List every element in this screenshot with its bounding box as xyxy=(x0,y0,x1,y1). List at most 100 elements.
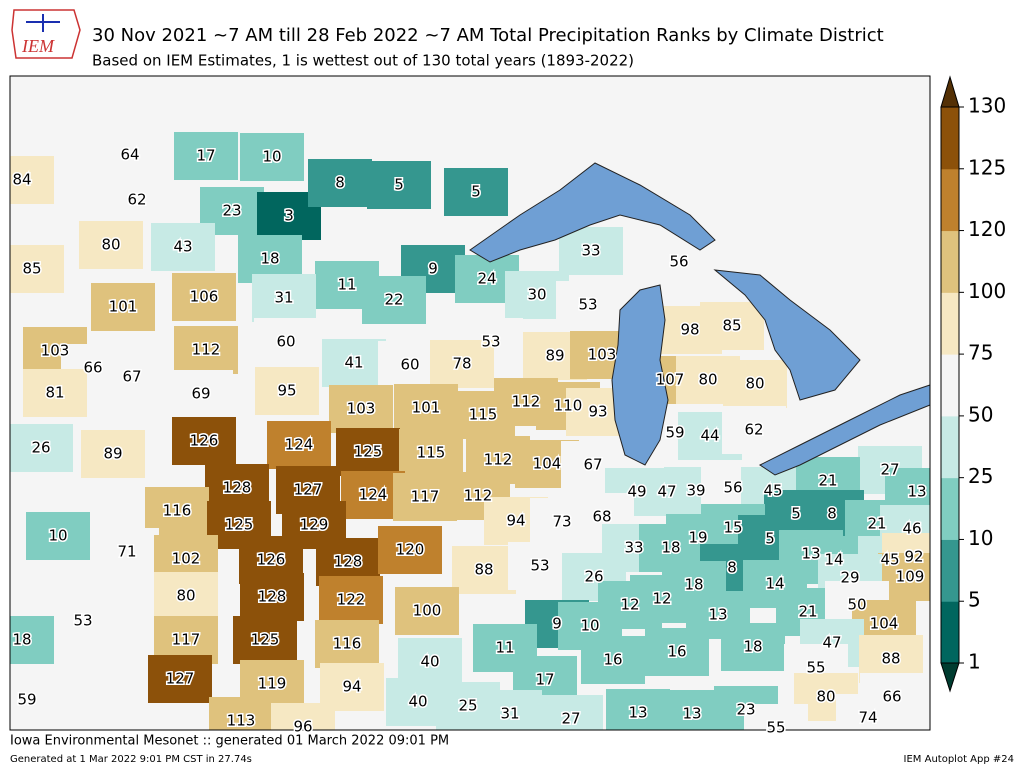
district xyxy=(478,690,542,730)
district-rank: 85 xyxy=(22,260,41,278)
district-rank: 46 xyxy=(902,520,921,538)
district xyxy=(23,369,87,417)
district xyxy=(444,168,508,216)
district-rank: 25 xyxy=(458,697,477,715)
district xyxy=(336,428,400,476)
district-rank: 81 xyxy=(45,384,64,402)
district-rank: 68 xyxy=(592,508,611,526)
district-rank: 13 xyxy=(708,606,727,624)
district xyxy=(556,281,620,329)
district-rank: 45 xyxy=(880,551,899,569)
district-rank: 124 xyxy=(359,486,388,504)
district-rank: 49 xyxy=(627,483,646,501)
district-rank: 24 xyxy=(477,270,496,288)
district-rank: 22 xyxy=(384,291,403,309)
district-rank: 5 xyxy=(471,183,481,201)
district-rank: 16 xyxy=(667,643,686,661)
district xyxy=(723,360,787,408)
district xyxy=(394,384,458,432)
district xyxy=(81,430,145,478)
district-rank: 117 xyxy=(172,631,201,649)
district-rank: 71 xyxy=(117,543,136,561)
footer-generated: Generated at 1 Mar 2022 9:01 PM CST in 2… xyxy=(10,754,252,765)
colorbar-segment xyxy=(941,292,959,355)
district-rank: 60 xyxy=(400,356,419,374)
district-rank: 50 xyxy=(847,596,866,614)
district xyxy=(240,133,304,181)
district xyxy=(630,575,694,623)
district-rank: 13 xyxy=(907,483,926,501)
subtitle: Based on IEM Estimates, 1 is wettest out… xyxy=(92,52,634,70)
district-rank: 3 xyxy=(284,207,294,225)
district xyxy=(315,620,379,668)
district-rank: 5 xyxy=(765,530,775,548)
district-rank: 73 xyxy=(552,513,571,531)
colorbar-segment xyxy=(941,230,959,293)
district-rank: 80 xyxy=(176,587,195,605)
colorbar-tick-label: 25 xyxy=(968,464,993,488)
district xyxy=(252,274,316,322)
district-rank: 101 xyxy=(109,298,138,316)
district-rank: 67 xyxy=(583,456,602,474)
district-rank: 84 xyxy=(12,171,31,189)
district xyxy=(154,572,218,620)
district-rank: 101 xyxy=(412,399,441,417)
district xyxy=(151,223,215,271)
district-rank: 128 xyxy=(334,553,363,571)
district-rank: 8 xyxy=(335,174,345,192)
district-rank: 27 xyxy=(561,710,580,728)
colorbar-segment xyxy=(941,168,959,232)
district-rank: 117 xyxy=(411,488,440,506)
district xyxy=(98,131,162,179)
district-rank: 15 xyxy=(723,519,742,537)
district-rank: 40 xyxy=(420,653,439,671)
district-rank: 11 xyxy=(337,276,356,294)
district-rank: 18 xyxy=(661,539,680,557)
district xyxy=(100,353,164,401)
footer-right: IEM Autoplot App #24 xyxy=(904,754,1014,765)
district-rank: 13 xyxy=(682,705,701,723)
district-rank: 16 xyxy=(603,651,622,669)
district xyxy=(329,385,393,433)
colorbar-tick-label: 5 xyxy=(968,588,981,612)
district xyxy=(169,370,233,418)
colorbar-tick-label: 1 xyxy=(968,650,981,674)
district xyxy=(51,597,115,645)
district-rank: 80 xyxy=(816,688,835,706)
district-rank: 125 xyxy=(225,516,254,534)
district-rank: 103 xyxy=(41,342,70,360)
district-rank: 14 xyxy=(824,551,843,569)
lake-superior xyxy=(469,162,716,263)
colorbar-segment xyxy=(941,601,959,664)
district-rank: 104 xyxy=(533,455,562,473)
district-rank: 33 xyxy=(581,242,600,260)
district xyxy=(367,161,431,209)
district-rank: 17 xyxy=(196,147,215,165)
district-rank: 66 xyxy=(882,688,901,706)
district-rank: 60 xyxy=(276,333,295,351)
district xyxy=(254,318,318,366)
district xyxy=(255,367,319,415)
district-rank: 44 xyxy=(700,427,719,445)
district-rank: 12 xyxy=(652,590,671,608)
district-rank: 11 xyxy=(495,639,514,657)
district xyxy=(79,221,143,269)
district-rank: 18 xyxy=(260,250,279,268)
colorbar-tick-label: 10 xyxy=(968,526,993,550)
district-rank: 94 xyxy=(506,512,525,530)
district-rank: 53 xyxy=(578,296,597,314)
district-rank: 89 xyxy=(103,445,122,463)
colorbar-tick-label: 100 xyxy=(968,279,1006,303)
district-rank: 116 xyxy=(333,635,362,653)
district xyxy=(174,132,238,180)
district-rank: 112 xyxy=(512,393,541,411)
district xyxy=(172,417,236,465)
colorbar-segment xyxy=(941,415,959,479)
district-rank: 5 xyxy=(394,176,404,194)
district-rank: 47 xyxy=(657,483,676,501)
district xyxy=(95,528,159,576)
district xyxy=(660,690,724,730)
district xyxy=(145,487,209,535)
